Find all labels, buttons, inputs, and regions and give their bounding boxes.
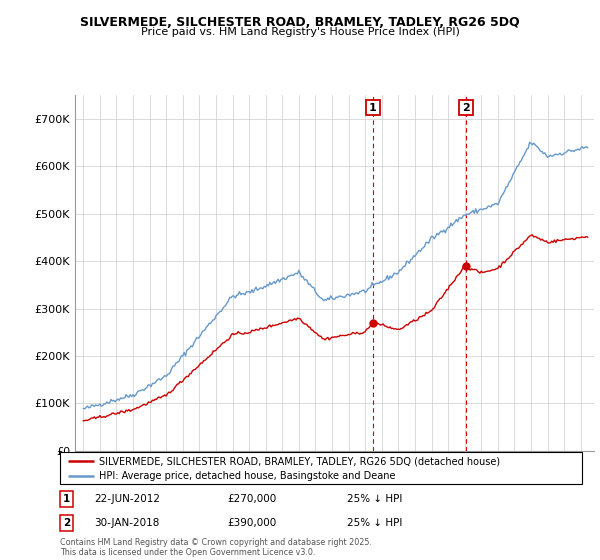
Text: 22-JUN-2012: 22-JUN-2012 <box>94 494 160 504</box>
Text: SILVERMEDE, SILCHESTER ROAD, BRAMLEY, TADLEY, RG26 5DQ: SILVERMEDE, SILCHESTER ROAD, BRAMLEY, TA… <box>80 16 520 29</box>
Text: 25% ↓ HPI: 25% ↓ HPI <box>347 518 403 528</box>
Text: Price paid vs. HM Land Registry's House Price Index (HPI): Price paid vs. HM Land Registry's House … <box>140 27 460 37</box>
Text: 1: 1 <box>369 102 377 113</box>
Text: £390,000: £390,000 <box>227 518 276 528</box>
Text: Contains HM Land Registry data © Crown copyright and database right 2025.
This d: Contains HM Land Registry data © Crown c… <box>60 538 372 557</box>
Text: 1: 1 <box>62 494 70 504</box>
Text: 2: 2 <box>62 518 70 528</box>
Text: SILVERMEDE, SILCHESTER ROAD, BRAMLEY, TADLEY, RG26 5DQ (detached house): SILVERMEDE, SILCHESTER ROAD, BRAMLEY, TA… <box>99 456 500 466</box>
Text: 30-JAN-2018: 30-JAN-2018 <box>94 518 160 528</box>
Text: HPI: Average price, detached house, Basingstoke and Deane: HPI: Average price, detached house, Basi… <box>99 472 395 481</box>
Text: 25% ↓ HPI: 25% ↓ HPI <box>347 494 403 504</box>
Text: £270,000: £270,000 <box>227 494 276 504</box>
Text: 2: 2 <box>462 102 470 113</box>
